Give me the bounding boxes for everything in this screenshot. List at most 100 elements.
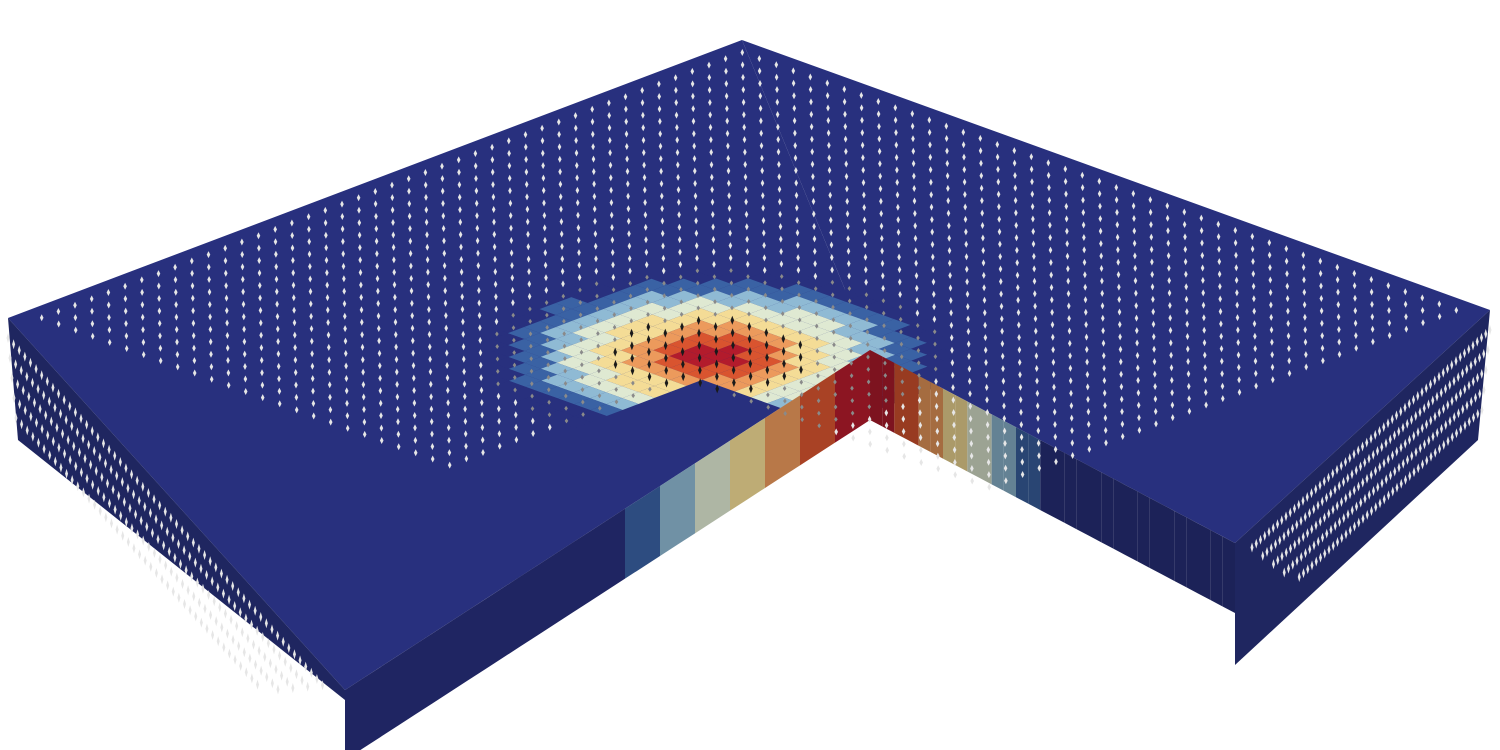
arrow-icon — [491, 193, 496, 201]
arrow-icon — [28, 357, 32, 368]
arrow-icon — [1170, 376, 1174, 384]
arrow-icon — [966, 315, 970, 323]
arrow-icon — [832, 354, 837, 360]
arrow-icon — [1046, 171, 1051, 179]
arrow-icon — [661, 254, 666, 262]
arrow-icon — [1386, 454, 1390, 465]
arrow-icon — [241, 275, 245, 283]
arrow-icon — [1236, 339, 1240, 346]
arrow-icon — [1081, 196, 1085, 204]
arrow-icon — [344, 375, 349, 382]
arrow-icon — [1421, 319, 1425, 327]
arrow-icon — [647, 372, 652, 382]
arrow-icon — [1165, 202, 1170, 210]
arrow-icon — [1201, 289, 1205, 297]
arrow-icon — [1237, 388, 1242, 396]
arrow-icon — [658, 117, 662, 125]
arrow-icon — [29, 411, 33, 422]
arrow-icon — [848, 311, 852, 316]
arrow-icon — [660, 230, 665, 237]
arrow-icon — [843, 123, 848, 131]
arrow-icon — [240, 251, 244, 258]
arrow-icon — [950, 359, 955, 367]
arrow-icon — [1386, 294, 1391, 302]
arrow-icon — [876, 98, 881, 105]
arrow-icon — [463, 417, 468, 425]
arrow-icon — [899, 341, 904, 347]
arrow-icon — [1370, 300, 1374, 308]
arrow-icon — [274, 263, 278, 271]
arrow-icon — [763, 305, 768, 311]
arrow-icon — [763, 280, 767, 286]
arrow-icon — [813, 272, 818, 280]
arrow-icon — [512, 362, 517, 368]
arrow-icon — [647, 359, 651, 369]
arrow-icon — [1442, 403, 1445, 414]
arrow-icon — [574, 124, 578, 132]
arrow-icon — [1017, 346, 1022, 354]
arrow-icon — [626, 180, 630, 188]
arrow-icon — [63, 448, 67, 459]
arrow-icon — [898, 304, 903, 310]
arrow-icon — [729, 280, 734, 286]
arrow-icon — [374, 212, 378, 220]
arrow-icon — [1017, 321, 1021, 329]
arrow-icon — [1151, 295, 1155, 303]
arrow-icon — [963, 191, 967, 198]
arrow-icon — [90, 426, 94, 436]
arrow-icon — [87, 439, 91, 450]
arrow-icon — [440, 187, 445, 195]
arrow-icon — [94, 466, 98, 476]
arrow-icon — [1168, 326, 1173, 334]
arrow-icon — [340, 213, 345, 220]
arrow-icon — [1199, 214, 1204, 222]
arrow-icon — [624, 130, 629, 138]
arrow-icon — [1000, 327, 1004, 335]
arrow-icon — [1136, 376, 1140, 384]
arrow-icon — [780, 298, 785, 304]
arrow-icon — [979, 172, 984, 180]
arrow-icon — [376, 312, 381, 320]
arrow-icon — [762, 241, 766, 249]
arrow-icon — [308, 288, 313, 295]
arrow-icon — [594, 255, 598, 263]
arrow-icon — [1408, 434, 1411, 445]
arrow-icon — [208, 313, 212, 321]
arrow-icon — [278, 650, 282, 661]
arrow-icon — [946, 209, 951, 217]
arrow-icon — [21, 385, 25, 396]
arrow-icon — [525, 193, 529, 201]
arrow-icon — [496, 368, 500, 374]
arrow-icon — [1269, 301, 1273, 309]
arrow-icon — [173, 276, 178, 284]
arrow-icon — [1101, 339, 1106, 347]
arrow-icon — [983, 334, 988, 342]
arrow-icon — [936, 465, 940, 473]
arrow-icon — [428, 343, 432, 351]
arrow-icon — [1102, 377, 1107, 385]
arrow-icon — [743, 161, 747, 168]
arrow-icon — [478, 349, 483, 357]
arrow-icon — [107, 338, 112, 346]
arrow-icon — [93, 499, 97, 510]
arrow-icon — [745, 235, 749, 243]
arrow-icon — [1388, 434, 1392, 445]
arrow-icon — [167, 546, 171, 557]
arrow-icon — [901, 403, 905, 411]
arrow-icon — [1014, 234, 1019, 242]
arrow-icon — [481, 449, 485, 456]
arrow-icon — [895, 166, 899, 174]
arrow-icon — [1476, 408, 1480, 419]
arrow-icon — [270, 678, 274, 689]
arrow-icon — [394, 331, 398, 339]
arrow-icon — [710, 186, 714, 194]
arrow-icon — [809, 110, 814, 118]
arrow-icon — [1437, 407, 1441, 418]
arrow-icon — [224, 282, 228, 290]
arrow-icon — [361, 356, 365, 364]
arrow-icon — [932, 303, 936, 311]
arrow-icon — [476, 274, 481, 282]
arrow-icon — [765, 365, 770, 375]
arrow-icon — [591, 143, 595, 151]
